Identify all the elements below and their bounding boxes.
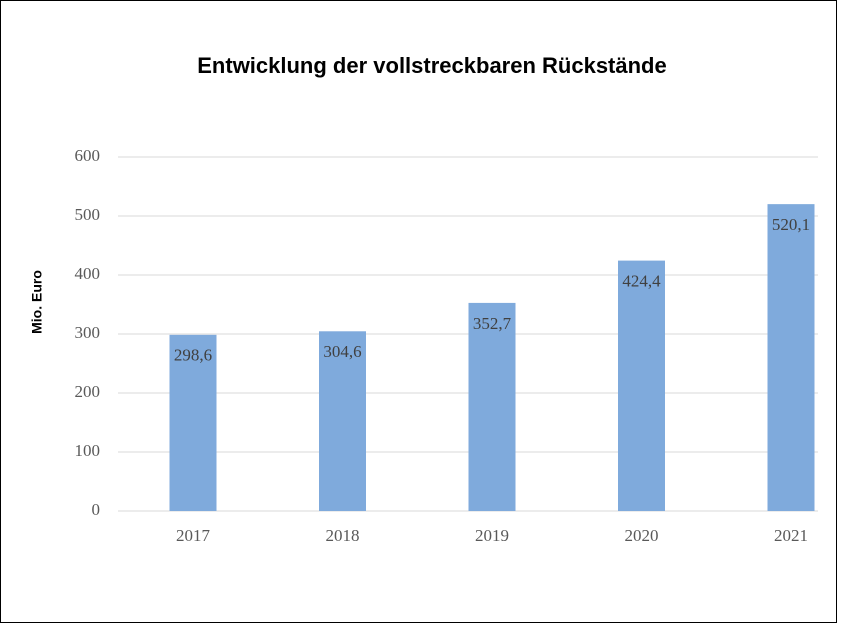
- data-label: 520,1: [772, 215, 810, 234]
- y-axis-label: Mio. Euro: [29, 270, 45, 334]
- bar: [618, 260, 665, 511]
- y-tick-label: 400: [75, 264, 101, 283]
- y-tick-label: 0: [92, 500, 101, 519]
- bar: [468, 302, 516, 511]
- data-label: 352,7: [473, 314, 512, 333]
- y-tick-label: 600: [75, 146, 101, 165]
- x-tick-label: 2021: [774, 526, 808, 545]
- bar: [169, 334, 217, 511]
- y-tick-label: 300: [75, 323, 101, 342]
- y-tick-label: 500: [75, 205, 101, 224]
- bar: [319, 331, 366, 511]
- y-tick-label: 100: [75, 441, 101, 460]
- data-label: 424,4: [622, 272, 661, 291]
- data-label: 304,6: [323, 342, 361, 361]
- chart-title: Entwicklung der vollstreckbaren Rückstän…: [197, 53, 666, 78]
- bar: [767, 204, 815, 512]
- x-tick-label: 2019: [475, 526, 509, 545]
- y-tick-label: 200: [75, 382, 101, 401]
- data-label: 298,6: [174, 346, 212, 365]
- x-tick-label: 2017: [176, 526, 211, 545]
- x-tick-label: 2018: [326, 526, 360, 545]
- x-tick-label: 2020: [625, 526, 659, 545]
